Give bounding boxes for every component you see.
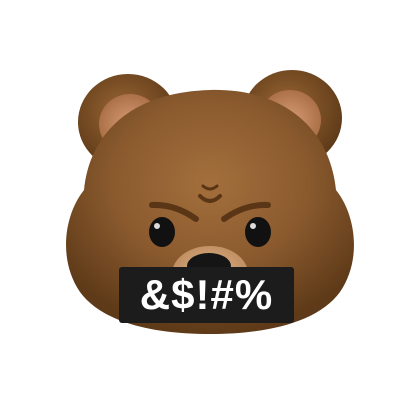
censor-bar: &$!#%	[119, 267, 294, 323]
censored-swear-text: &$!#%	[139, 271, 274, 318]
brow-furrow	[149, 184, 271, 222]
eyes	[149, 217, 271, 247]
